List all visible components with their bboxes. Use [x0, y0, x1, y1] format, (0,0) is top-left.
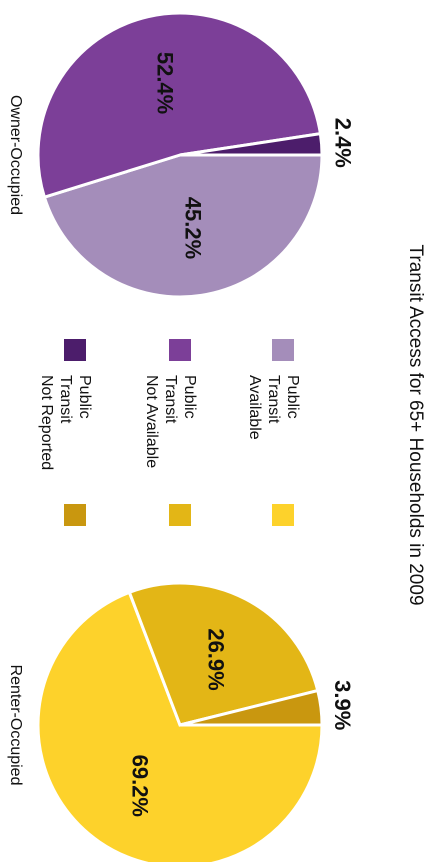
- legend-label: PublicTransitAvailable: [246, 375, 301, 440]
- value-label: 69.2%: [127, 755, 152, 817]
- pie-slice: [36, 11, 323, 200]
- pie-label: Renter-Occupied: [7, 665, 24, 786]
- legend-swatch: [272, 339, 294, 361]
- legend-swatch: [64, 339, 86, 361]
- legend-swatch: [64, 504, 86, 526]
- pie-slice: [179, 688, 324, 727]
- legend-swatch: [169, 339, 191, 361]
- value-label: 26.9%: [203, 628, 228, 690]
- legend-swatch: [272, 504, 294, 526]
- pie-slice: [127, 581, 320, 727]
- value-label: 52.4%: [153, 52, 178, 114]
- legend-swatch: [169, 504, 191, 526]
- pie-slice: [179, 131, 324, 157]
- pie-label: Owner-Occupied: [7, 95, 24, 215]
- legend-label: PublicTransitNot Available: [143, 375, 198, 468]
- legend-label: PublicTransitNot Reported: [38, 375, 93, 470]
- pie-slice: [42, 153, 324, 299]
- pie-slice: [36, 590, 324, 862]
- value-label: 2.4%: [331, 118, 356, 168]
- value-label: 45.2%: [180, 197, 205, 259]
- chart-title: Transit Access for 65+ Households in 200…: [405, 244, 426, 605]
- value-label: 3.9%: [330, 680, 355, 730]
